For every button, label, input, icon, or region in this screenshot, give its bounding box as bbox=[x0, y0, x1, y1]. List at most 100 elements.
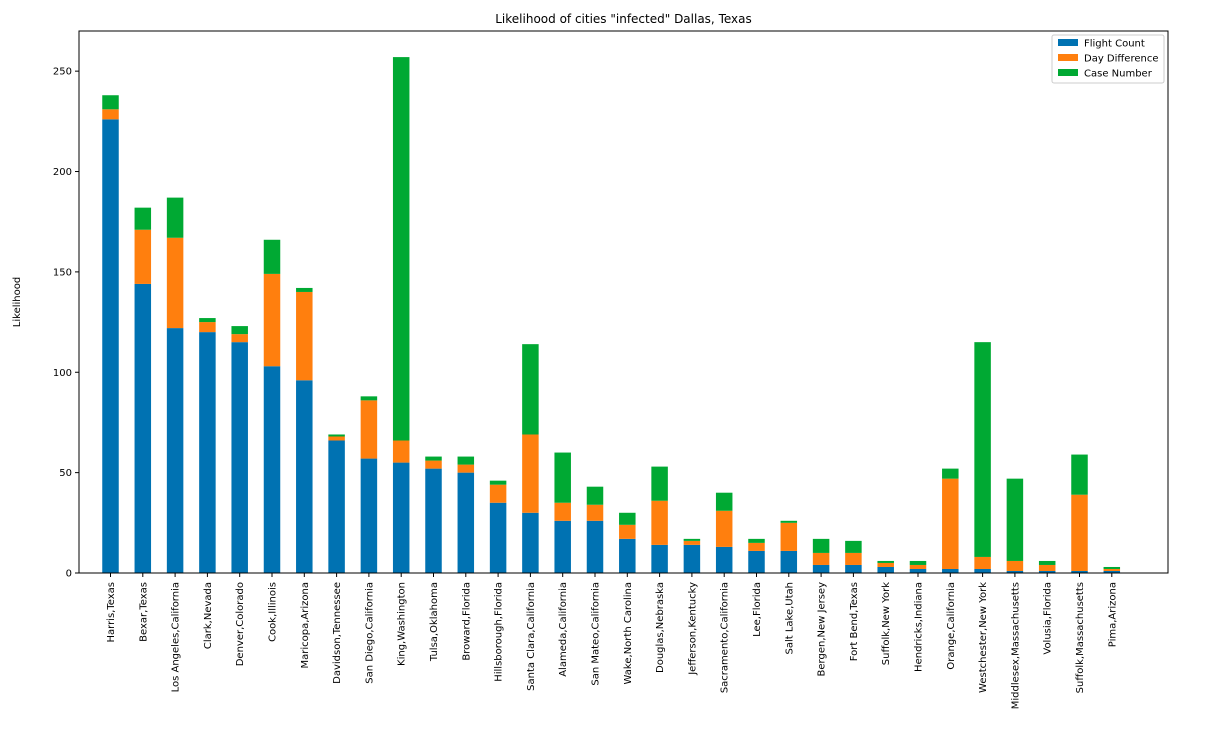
chart-title: Likelihood of cities "infected" Dallas, … bbox=[495, 12, 751, 26]
bar-flight-count-27 bbox=[974, 568, 991, 573]
bar-flight-count-31 bbox=[1103, 570, 1121, 573]
bar-case-number-28 bbox=[1006, 478, 1024, 561]
bar-case-number-3 bbox=[199, 318, 216, 323]
bar-flight-count-18 bbox=[683, 544, 701, 573]
bar-day-difference-2 bbox=[166, 237, 184, 329]
bar-flight-count-14 bbox=[554, 520, 571, 573]
bar-flight-count-0 bbox=[102, 119, 119, 573]
y-tick-label-2: 100 bbox=[53, 368, 72, 379]
bar-flight-count-2 bbox=[166, 328, 184, 573]
bar-flight-count-25 bbox=[909, 568, 927, 573]
bar-case-number-11 bbox=[457, 456, 475, 465]
bar-flight-count-29 bbox=[1038, 570, 1056, 573]
x-tick-label-29: Volusia,Florida bbox=[1043, 582, 1054, 655]
bar-case-number-15 bbox=[586, 486, 604, 505]
bar-flight-count-8 bbox=[360, 458, 378, 573]
bar-day-difference-9 bbox=[392, 440, 410, 463]
x-tick-label-14: Alameda,California bbox=[558, 582, 569, 677]
bar-day-difference-27 bbox=[974, 556, 991, 569]
y-tick-label-1: 50 bbox=[59, 468, 72, 479]
x-ticks-group: Harris,Texas Bexar,Texas Los Angeles,Calif… bbox=[106, 573, 1118, 709]
bar-day-difference-14 bbox=[554, 502, 571, 521]
bar-flight-count-1 bbox=[134, 283, 152, 573]
bar-flight-count-24 bbox=[877, 566, 894, 573]
bar-case-number-13 bbox=[522, 344, 539, 435]
bar-flight-count-12 bbox=[489, 502, 507, 573]
legend: Flight Count Day Difference Case Number bbox=[1051, 34, 1165, 84]
x-tick-label-23: Fort Bend,Texas bbox=[849, 582, 860, 661]
bar-day-difference-7 bbox=[328, 436, 345, 441]
x-tick-label-12: Hillsborough,Florida bbox=[494, 582, 505, 682]
bar-flight-count-22 bbox=[812, 564, 830, 573]
bar-case-number-9 bbox=[392, 57, 410, 441]
x-tick-label-2: Los Angeles,California bbox=[171, 582, 182, 692]
bar-day-difference-8 bbox=[360, 400, 378, 459]
x-tick-label-22: Bergen,New Jersey bbox=[817, 582, 828, 677]
bar-day-difference-31 bbox=[1103, 568, 1121, 571]
bar-case-number-19 bbox=[715, 492, 733, 511]
x-tick-label-1: Bexar,Texas bbox=[138, 582, 149, 642]
bar-case-number-26 bbox=[942, 468, 959, 479]
legend-swatch-2 bbox=[1058, 69, 1078, 76]
bar-case-number-10 bbox=[425, 456, 442, 461]
bar-flight-count-10 bbox=[425, 468, 442, 573]
bar-flight-count-20 bbox=[748, 550, 765, 573]
legend-swatch-0 bbox=[1058, 39, 1078, 46]
bar-day-difference-18 bbox=[683, 540, 701, 545]
x-tick-label-6: Maricopa,Arizona bbox=[300, 582, 311, 668]
x-tick-label-3: Clark,Nevada bbox=[203, 582, 214, 649]
bar-flight-count-4 bbox=[231, 342, 248, 573]
y-tick-label-4: 200 bbox=[53, 167, 72, 178]
y-axis-label: Likelihood bbox=[12, 277, 23, 327]
x-tick-label-10: Tulsa,Oklahoma bbox=[429, 582, 440, 662]
bar-flight-count-30 bbox=[1071, 570, 1088, 573]
bar-day-difference-30 bbox=[1071, 494, 1088, 571]
bar-case-number-0 bbox=[102, 95, 119, 110]
bar-flight-count-16 bbox=[619, 538, 636, 573]
bar-flight-count-26 bbox=[942, 568, 959, 573]
x-tick-label-28: Middlesex,Massachusetts bbox=[1010, 582, 1021, 709]
bar-case-number-18 bbox=[683, 538, 701, 541]
bar-case-number-14 bbox=[554, 452, 571, 503]
bar-day-difference-23 bbox=[845, 552, 862, 565]
y-ticks-group: 0 50 100 150 200 250 bbox=[53, 67, 79, 580]
x-tick-label-31: Pima,Arizona bbox=[1107, 582, 1118, 647]
legend-box bbox=[1051, 34, 1165, 84]
y-tick-label-5: 250 bbox=[53, 67, 72, 78]
bar-flight-count-28 bbox=[1006, 570, 1024, 573]
bar-flight-count-11 bbox=[457, 472, 475, 573]
x-tick-label-5: Cook,Illinois bbox=[268, 582, 279, 642]
bar-day-difference-5 bbox=[263, 273, 281, 367]
bar-case-number-29 bbox=[1038, 560, 1056, 565]
bar-day-difference-11 bbox=[457, 464, 475, 473]
bar-case-number-27 bbox=[974, 342, 991, 557]
bar-day-difference-25 bbox=[909, 564, 927, 569]
bar-flight-count-21 bbox=[780, 550, 798, 573]
x-tick-label-15: San Mateo,California bbox=[591, 582, 602, 686]
bar-day-difference-10 bbox=[425, 460, 442, 469]
bar-flight-count-23 bbox=[845, 564, 862, 573]
bar-day-difference-22 bbox=[812, 552, 830, 565]
bar-day-difference-16 bbox=[619, 524, 636, 539]
legend-label-1: Day Difference bbox=[1084, 54, 1158, 65]
x-tick-label-4: Denver,Colorado bbox=[235, 582, 246, 666]
bar-case-number-12 bbox=[489, 480, 507, 485]
bar-day-difference-15 bbox=[586, 504, 604, 521]
bar-day-difference-6 bbox=[296, 291, 313, 381]
bar-day-difference-28 bbox=[1006, 560, 1024, 571]
legend-swatch-1 bbox=[1058, 54, 1078, 61]
x-tick-label-9: King,Washington bbox=[397, 582, 408, 666]
bar-flight-count-17 bbox=[651, 544, 668, 573]
x-tick-label-18: Jefferson,Kentucky bbox=[687, 582, 698, 676]
legend-label-0: Flight Count bbox=[1084, 39, 1145, 50]
bar-flight-count-19 bbox=[715, 546, 733, 573]
bar-case-number-30 bbox=[1071, 454, 1088, 495]
x-tick-label-24: Suffolk,New York bbox=[881, 582, 892, 665]
bar-case-number-23 bbox=[845, 540, 862, 553]
bar-day-difference-20 bbox=[748, 542, 765, 551]
bar-day-difference-4 bbox=[231, 334, 248, 343]
bar-day-difference-26 bbox=[942, 478, 959, 569]
bar-case-number-5 bbox=[263, 239, 281, 274]
bar-day-difference-29 bbox=[1038, 564, 1056, 571]
plot-frame bbox=[78, 30, 1169, 574]
